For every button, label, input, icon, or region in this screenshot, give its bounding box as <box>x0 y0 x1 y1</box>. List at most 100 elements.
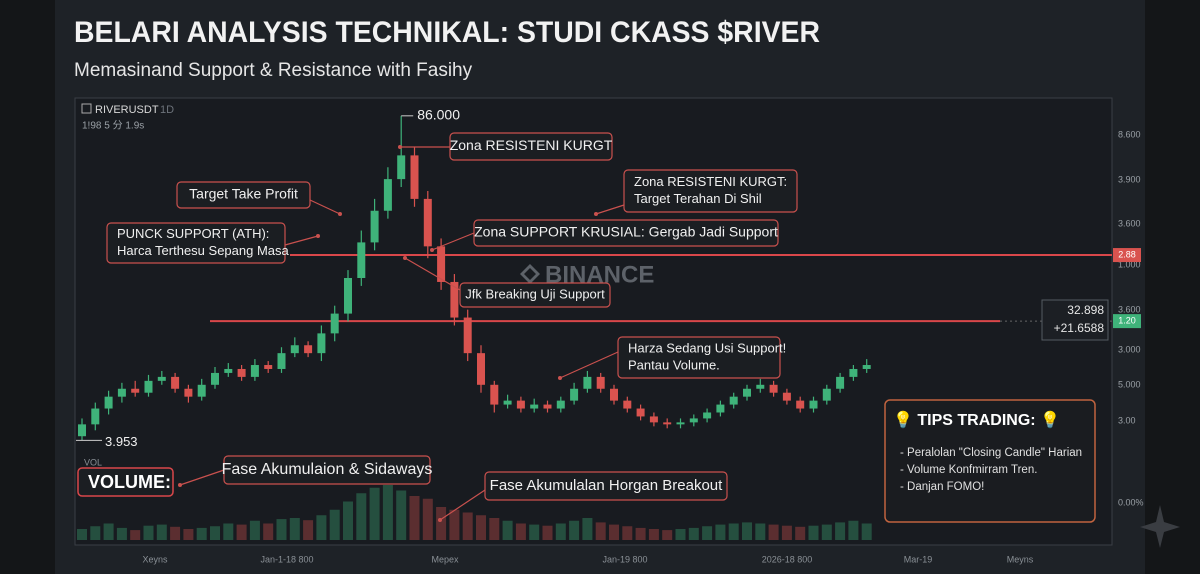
volume-title-box <box>77 467 174 497</box>
volume-bar <box>582 518 593 540</box>
level-tag <box>1113 248 1141 263</box>
candle-body <box>477 353 485 385</box>
volume-bar <box>316 515 327 540</box>
candle-body <box>822 388 831 401</box>
annotation-text: Fase Akumulaion & Sidaways <box>222 461 433 478</box>
candle-body <box>583 376 592 389</box>
annotation-box <box>484 471 728 501</box>
price-box <box>1041 299 1109 341</box>
candle-body <box>610 388 618 401</box>
volume-bar <box>768 524 779 540</box>
volume-bar <box>635 527 646 540</box>
tips-item: - Peralolan "Closing Candle" Harian <box>900 447 1082 459</box>
annotation-box <box>617 336 781 379</box>
volume-bar <box>515 523 526 540</box>
annotation-text: Pantau Volume. <box>628 357 720 372</box>
volume-bar <box>210 526 220 540</box>
annotation-box <box>223 455 431 485</box>
volume-bar <box>688 527 699 540</box>
volume-bar <box>276 519 287 540</box>
candle-body <box>131 388 140 393</box>
candle-body <box>796 400 805 409</box>
volume-bar <box>742 522 752 540</box>
candle-body <box>503 400 512 405</box>
volume-bar <box>675 529 686 540</box>
price-box-text: 32.898 <box>1067 303 1104 317</box>
x-axis-label: Meyns <box>1007 554 1034 564</box>
x-axis-label: Jan-19 800 <box>602 554 647 564</box>
volume-bar <box>263 523 274 540</box>
volume-bar <box>795 526 806 540</box>
candle-body <box>383 179 392 211</box>
annotation-box <box>106 222 286 264</box>
candle-body <box>782 392 791 401</box>
arrow-head <box>338 212 342 216</box>
candle-body <box>78 424 86 437</box>
candle-body <box>729 396 738 405</box>
candle-body <box>769 384 778 393</box>
volume-bar <box>289 518 300 540</box>
right-axis-label: 1.000 <box>1118 259 1141 269</box>
volume-title: VOLUME: <box>88 472 171 492</box>
candle-body <box>716 404 725 413</box>
volume-bar <box>223 523 234 540</box>
candle-body <box>171 376 180 389</box>
volume-bar <box>595 522 606 540</box>
candle-body <box>663 422 672 425</box>
candle-body <box>184 388 193 397</box>
volume-bar <box>781 525 792 540</box>
volume-bar <box>196 527 207 540</box>
annotation-arrow <box>179 469 225 486</box>
volume-bar <box>808 525 819 540</box>
annotation-box <box>473 219 779 247</box>
high-label: 86.000 <box>417 107 460 123</box>
x-axis-label: Xeyns <box>142 554 168 564</box>
arrow-head <box>430 248 434 252</box>
arrow-head <box>594 212 598 216</box>
candle-body <box>463 317 472 354</box>
right-axis-label: 3.000 <box>1118 344 1141 354</box>
arrow-head <box>316 234 320 238</box>
arrow-head <box>403 256 407 260</box>
annotation-arrow <box>431 232 475 251</box>
candle-body <box>410 155 419 199</box>
annotation-arrow <box>439 489 486 521</box>
volume-bar <box>156 524 167 540</box>
volume-bar <box>183 529 194 540</box>
candle-body <box>211 372 219 385</box>
candle-body <box>437 246 446 282</box>
right-axis-label: 8.600 <box>1118 129 1141 139</box>
candle-body <box>104 396 113 409</box>
arrow-head <box>558 376 562 380</box>
candle-body <box>636 408 645 417</box>
volume-bar <box>303 520 314 540</box>
symbol: RIVERUSDT <box>95 104 159 116</box>
candle-body <box>250 365 259 377</box>
tips-box <box>884 399 1096 523</box>
candle-body <box>397 155 406 180</box>
arrow-head <box>398 145 402 149</box>
annotation-arrow <box>309 199 341 215</box>
annotation-arrow <box>404 257 461 291</box>
candle-body <box>516 400 525 409</box>
sparkle-icon <box>1140 505 1180 548</box>
annotation-box <box>459 282 611 308</box>
candle-body <box>370 210 379 243</box>
candle-body <box>450 281 459 318</box>
volume-bar <box>755 523 766 540</box>
candle-body <box>91 408 100 425</box>
candle-body <box>197 384 206 397</box>
candle-body <box>756 384 765 389</box>
price-box-text: +21.6588 <box>1054 321 1105 335</box>
candle-body <box>649 416 658 423</box>
x-axis-label: Jan-1-18 800 <box>260 554 313 564</box>
symbol-icon <box>81 103 92 114</box>
volume-bar <box>329 509 340 540</box>
annotation-arrow <box>559 351 619 379</box>
x-axis-label: Mepex <box>431 554 459 564</box>
candle-body <box>570 388 579 401</box>
volume-bar <box>422 498 433 540</box>
candle-body <box>277 353 286 369</box>
candle-body <box>623 400 632 409</box>
